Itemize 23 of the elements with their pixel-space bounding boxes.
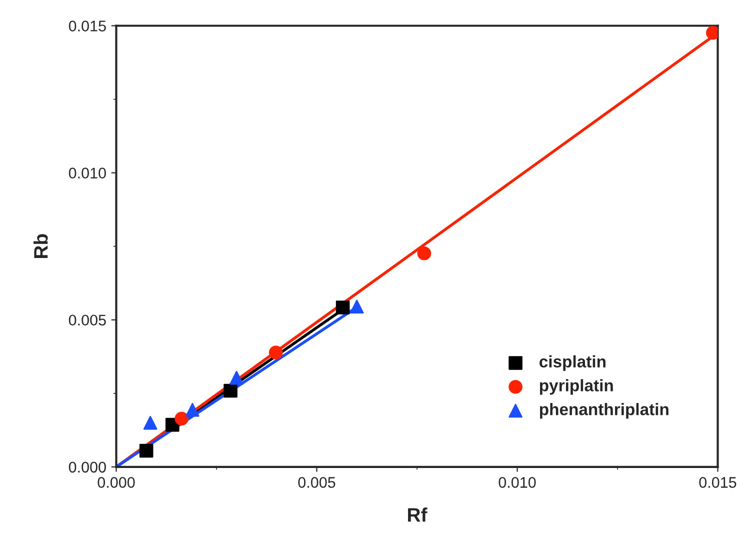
point [174,412,189,426]
x-tick-label: 0.005 [298,477,336,488]
point [268,346,283,360]
x-axis-title: Rf [408,508,428,522]
point [186,402,200,417]
point [417,246,432,260]
point [350,300,364,314]
y-tick-label: 0.000 [68,462,106,473]
point [336,300,350,314]
legend-label: pyriplatin [540,379,613,395]
x-tick-label: 0.000 [98,477,135,488]
point [224,384,238,398]
point [143,416,158,430]
x-tick-label: 0.015 [699,477,736,488]
x-tick-label: 0.010 [498,477,536,488]
legend-label: cisplatin [540,355,606,371]
y-axis-title: Rb [34,234,48,258]
point [139,444,154,458]
y-tick-label: 0.015 [68,20,106,32]
y-tick-label: 0.005 [68,314,106,326]
point [230,370,244,385]
legend-label: phenanthriplatin [540,403,668,419]
y-tick-label: 0.010 [68,168,106,178]
